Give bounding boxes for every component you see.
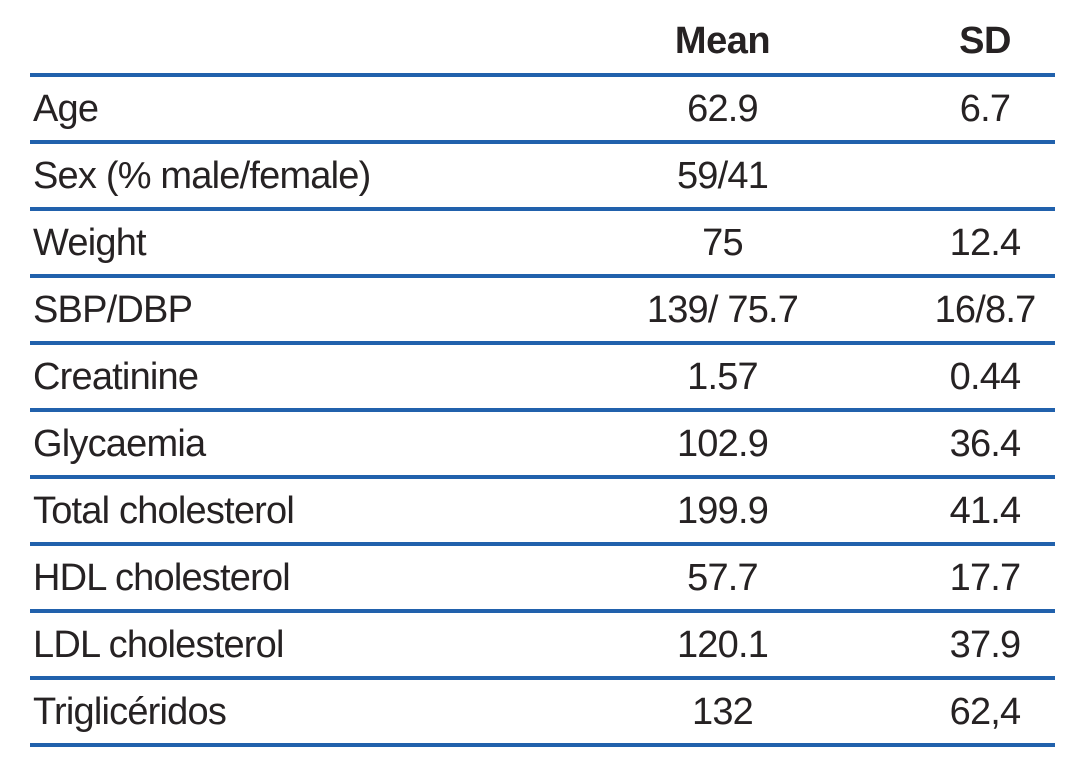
row-label-cell: Triglicéridos (30, 678, 530, 747)
table-row: SBP/DBP 139/ 75.7 16/8.7 (30, 276, 1055, 345)
mean-cell: 132 (530, 678, 915, 747)
sd-cell: 0.44 (915, 343, 1055, 412)
column-header-sd: SD (915, 20, 1055, 77)
mean-cell: 139/ 75.7 (530, 276, 915, 345)
mean-cell: 59/41 (530, 142, 915, 211)
row-label-cell: SBP/DBP (30, 276, 530, 345)
table-row: Total cholesterol 199.9 41.4 (30, 477, 1055, 546)
table-row: HDL cholesterol 57.7 17.7 (30, 544, 1055, 613)
sd-cell: 36.4 (915, 410, 1055, 479)
row-label-cell: Age (30, 75, 530, 144)
mean-cell: 57.7 (530, 544, 915, 613)
table-row: Glycaemia 102.9 36.4 (30, 410, 1055, 479)
mean-cell: 75 (530, 209, 915, 278)
top-margin (0, 0, 1081, 20)
baseline-characteristics-table: Mean SD Age 62.9 6.7 Sex (% male/female) 59/… (30, 20, 1055, 747)
sd-cell: 6.7 (915, 75, 1055, 144)
sd-cell: 62,4 (915, 678, 1055, 747)
mean-cell: 1.57 (530, 343, 915, 412)
table-body: Age 62.9 6.7 Sex (% male/female) 59/41 Weight… (30, 75, 1055, 747)
sd-cell: 17.7 (915, 544, 1055, 613)
row-label-cell: Creatinine (30, 343, 530, 412)
mean-cell: 199.9 (530, 477, 915, 546)
sd-cell: 37.9 (915, 611, 1055, 680)
table-row: Age 62.9 6.7 (30, 75, 1055, 144)
sd-cell (915, 142, 1055, 211)
mean-cell: 120.1 (530, 611, 915, 680)
mean-cell: 62.9 (530, 75, 915, 144)
row-label-cell: LDL cholesterol (30, 611, 530, 680)
table-row: LDL cholesterol 120.1 37.9 (30, 611, 1055, 680)
mean-cell: 102.9 (530, 410, 915, 479)
table-row: Sex (% male/female) 59/41 (30, 142, 1055, 211)
row-label-cell: Total cholesterol (30, 477, 530, 546)
column-header-empty (30, 20, 530, 77)
header-row: Mean SD (30, 20, 1055, 77)
table-row: Triglicéridos 132 62,4 (30, 678, 1055, 747)
sd-cell: 12.4 (915, 209, 1055, 278)
sd-cell: 41.4 (915, 477, 1055, 546)
row-label-cell: Glycaemia (30, 410, 530, 479)
table-row: Creatinine 1.57 0.44 (30, 343, 1055, 412)
row-label-cell: HDL cholesterol (30, 544, 530, 613)
row-label-cell: Weight (30, 209, 530, 278)
sd-cell: 16/8.7 (915, 276, 1055, 345)
column-header-mean: Mean (530, 20, 915, 77)
row-label-cell: Sex (% male/female) (30, 142, 530, 211)
table-row: Weight 75 12.4 (30, 209, 1055, 278)
